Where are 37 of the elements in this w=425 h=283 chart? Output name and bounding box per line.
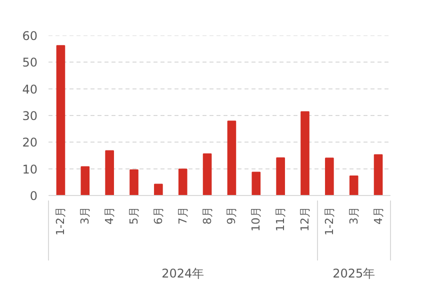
y-tick-label: 50: [22, 56, 38, 70]
x-tick-label: 10月: [250, 206, 263, 232]
y-tick-label: 40: [22, 82, 38, 96]
bar: [105, 150, 114, 196]
x-tick-label: 11月: [274, 206, 288, 232]
x-tick-label: 5月: [128, 206, 140, 224]
bar: [252, 172, 261, 196]
y-tick-label: 30: [22, 109, 38, 123]
bar: [374, 154, 383, 196]
x-tick-label: 3月: [347, 206, 360, 224]
y-tick-label: 10: [22, 162, 38, 176]
x-tick-label: 8月: [200, 206, 214, 224]
bar: [276, 157, 285, 196]
y-tick-label: 60: [22, 29, 38, 43]
bar: [349, 176, 358, 196]
y-tick-label: 0: [30, 189, 38, 203]
bar: [300, 111, 310, 196]
x-tick-label: 12月: [298, 206, 312, 232]
text: 2024年: [162, 266, 204, 280]
bar: [80, 166, 90, 196]
x-tick-label: 4月: [103, 206, 116, 224]
bar: [56, 45, 66, 196]
x-tick-label: 1-2月: [54, 206, 68, 236]
x-tick-label: 9月: [225, 206, 238, 224]
bar: [130, 169, 138, 196]
x-tick-label: 6月: [152, 206, 165, 224]
x-tick-label: 3月: [78, 206, 92, 224]
bar: [202, 153, 212, 196]
y-tick-label: 20: [22, 136, 38, 150]
bar: [227, 120, 236, 196]
x-tick-label: 1-2月: [322, 206, 336, 236]
bar: [178, 168, 188, 196]
x-tick-label: 4月: [372, 206, 385, 224]
bar: [325, 158, 334, 196]
text: 2025年: [332, 266, 376, 280]
bar: [154, 184, 163, 196]
x-tick-label: 7月: [176, 206, 190, 224]
